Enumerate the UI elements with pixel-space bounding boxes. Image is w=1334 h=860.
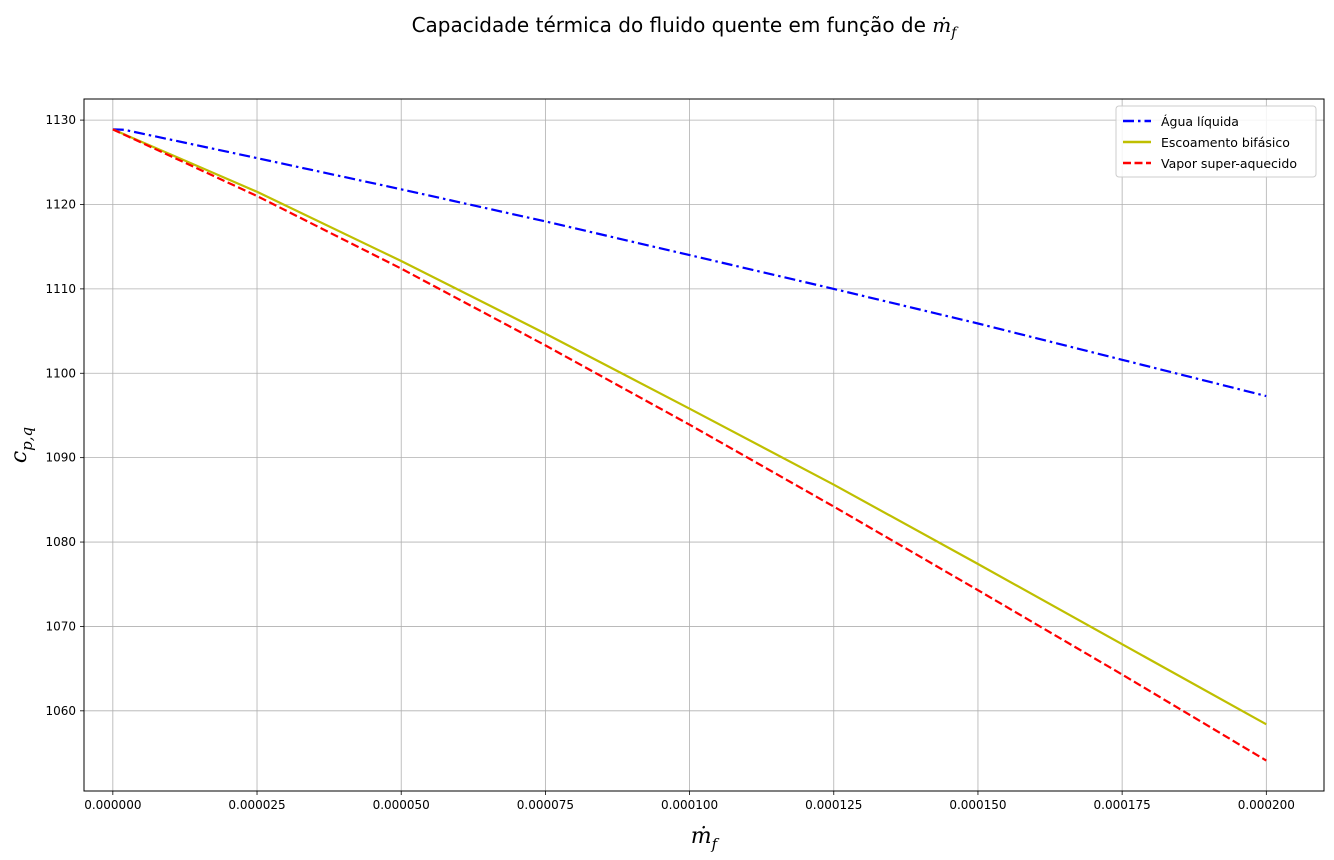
x-tick-label: 0.000175: [1094, 798, 1151, 812]
legend-label-bifasico: Escoamento bifásico: [1161, 135, 1290, 150]
y-tick-label: 1120: [45, 197, 76, 211]
legend-label-agua: Água líquida: [1161, 114, 1239, 129]
plot-frame: [83, 98, 1325, 792]
series-line-vapor-super-aquecido: [112, 128, 1267, 762]
grid: [84, 99, 1324, 791]
x-tick-label: 0.000050: [373, 798, 430, 812]
x-axis-label: ṁf: [691, 824, 720, 853]
y-tick-label: 1130: [45, 113, 76, 127]
series-line-agua-liquida: [112, 128, 1267, 398]
y-tick-label: 1090: [45, 451, 76, 465]
chart-title: Capacidade térmica do fluido quente em f…: [412, 13, 960, 41]
x-tick-label: 0.000100: [661, 798, 718, 812]
y-axis-label: cp,q: [7, 427, 36, 463]
x-tick-label: 0.000150: [949, 798, 1006, 812]
legend: Água líquida Escoamento bifásico Vapor s…: [1115, 105, 1317, 178]
x-tick-label: 0.000200: [1238, 798, 1295, 812]
series-line-escoamento-bifasico: [112, 128, 1267, 726]
legend-label-vapor: Vapor super-aquecido: [1161, 156, 1297, 171]
x-tick-label: 0.000025: [228, 798, 285, 812]
y-axis-ticks: 1060 1070 1080 1090 1100 1110 1120 1130: [45, 113, 84, 718]
x-axis-ticks: 0.000000 0.000025 0.000050 0.000075 0.000100…: [84, 791, 1295, 812]
x-tick-label: 0.000125: [805, 798, 862, 812]
legend-box: [1115, 105, 1317, 178]
y-tick-label: 1070: [45, 619, 76, 633]
plot-lines: [112, 128, 1267, 762]
x-tick-label: 0.000000: [84, 798, 141, 812]
x-tick-label: 0.000075: [517, 798, 574, 812]
y-tick-label: 1060: [45, 704, 76, 718]
y-tick-label: 1110: [45, 282, 76, 296]
y-tick-label: 1080: [45, 535, 76, 549]
y-tick-label: 1100: [45, 366, 76, 380]
